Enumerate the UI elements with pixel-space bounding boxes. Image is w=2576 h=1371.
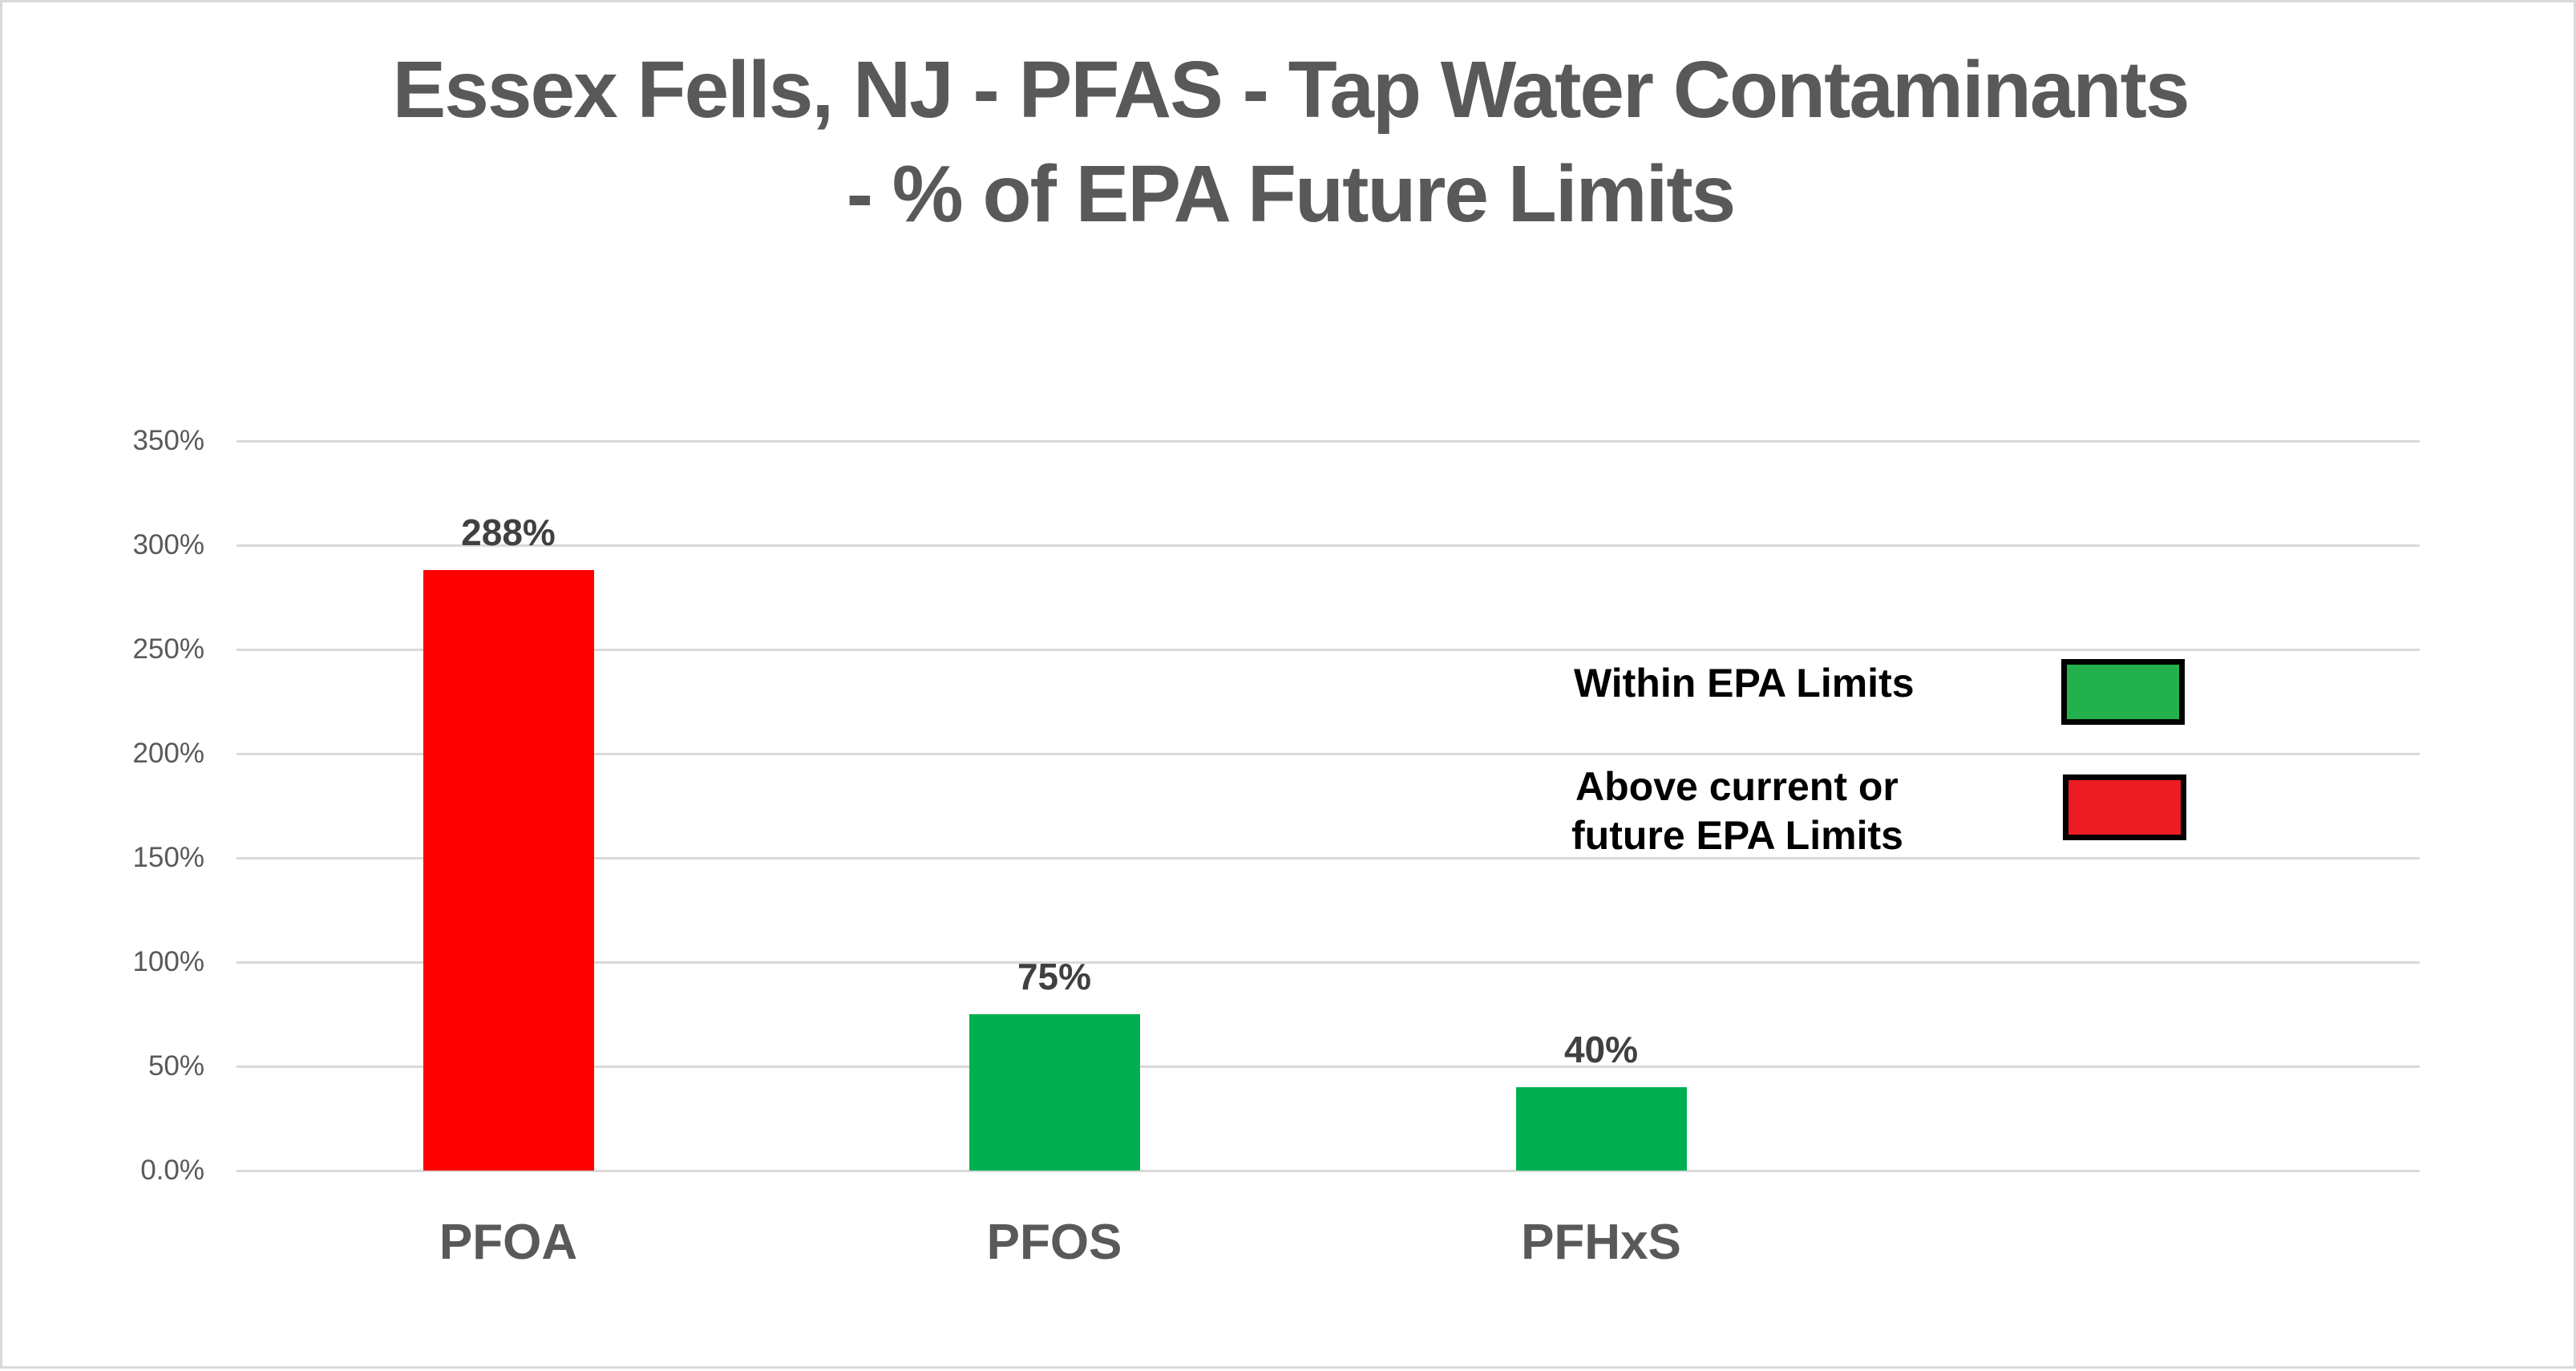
y-tick-label: 100% [132, 946, 204, 977]
y-tick-label: 0.0% [140, 1155, 204, 1186]
axis-baseline [237, 1170, 2420, 1172]
data-label-pfos: 75% [1017, 956, 1092, 997]
category-label-pfhxs: PFHxS [1521, 1215, 1681, 1270]
category-label-pfoa: PFOA [439, 1215, 578, 1270]
legend-label-within: Within EPA Limits [1574, 661, 1915, 706]
gridline-200 [237, 753, 2420, 755]
chart-title-line-2: - % of EPA Future Limits [846, 149, 1737, 239]
legend-label-above-line-1: Above current or [1575, 764, 1899, 809]
chart-title-line-1: Essex Fells, NJ - PFAS - Tap Water Conta… [392, 45, 2190, 135]
y-tick-label: 350% [132, 425, 204, 456]
gridline-50 [237, 1066, 2420, 1068]
bar-pfhxs [1516, 1087, 1687, 1171]
gridline-300 [237, 544, 2420, 547]
y-tick-label: 50% [148, 1050, 204, 1082]
gridline-350 [237, 440, 2420, 443]
bar-pfos [969, 1014, 1140, 1171]
gridline-150 [237, 857, 2420, 859]
y-tick-label: 300% [132, 529, 204, 560]
legend-swatch-green [2061, 659, 2185, 725]
data-label-pfhxs: 40% [1563, 1029, 1639, 1070]
legend-label-above-line-2: future EPA Limits [1571, 813, 1903, 858]
bar-pfoa [423, 570, 594, 1171]
gridline-100 [237, 961, 2420, 964]
legend-swatch-red [2063, 774, 2186, 840]
data-label-pfoa: 288% [461, 512, 556, 554]
y-tick-label: 150% [132, 842, 204, 873]
y-tick-label: 250% [132, 633, 204, 665]
gridline-250 [237, 649, 2420, 651]
y-tick-label: 200% [132, 738, 204, 769]
category-label-pfos: PFOS [986, 1215, 1122, 1270]
